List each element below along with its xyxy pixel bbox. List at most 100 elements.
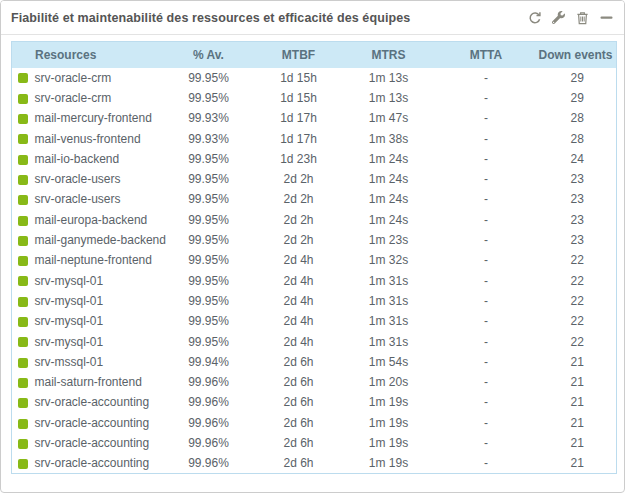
resource-name[interactable]: mail-europa-backend [34,210,164,230]
table-row[interactable]: srv-oracle-accounting99.96%2d 6h1m 19s-2… [12,433,617,453]
status-ok-icon [18,459,28,469]
table-row[interactable]: mail-ganymede-backend99.95%2d 2h1m 23s-2… [12,230,617,250]
resource-name[interactable]: srv-mysql-01 [34,311,164,331]
availability-value: 99.95% [164,68,254,88]
status-cell [12,392,34,412]
mtbf-value: 2d 6h [254,372,344,392]
resource-name[interactable]: mail-saturn-frontend [34,372,164,392]
mtbf-value: 1d 15h [254,68,344,88]
column-header-down-events[interactable]: Down events [539,42,617,68]
table-row[interactable]: srv-oracle-accounting99.96%2d 6h1m 19s-2… [12,453,617,473]
resource-name[interactable]: srv-oracle-crm [34,88,164,108]
table-row[interactable]: mail-saturn-frontend99.96%2d 6h1m 20s-21 [12,372,617,392]
mtta-value: - [434,392,539,412]
table-row[interactable]: mail-venus-frontend99.93%1d 17h1m 38s-28 [12,128,617,148]
column-header-mtbf[interactable]: MTBF [254,42,344,68]
table-row[interactable]: srv-oracle-crm99.95%1d 15h1m 13s-29 [12,68,617,88]
status-ok-icon [18,439,28,449]
mtbf-value: 2d 6h [254,352,344,372]
status-ok-icon [18,155,28,165]
down-events-value: 23 [539,189,617,209]
availability-value: 99.95% [164,88,254,108]
status-cell [12,250,34,270]
mtbf-value: 2d 4h [254,250,344,270]
table-row[interactable]: srv-mysql-0199.95%2d 4h1m 31s-22 [12,311,617,331]
table-row[interactable]: srv-mysql-0199.95%2d 4h1m 31s-22 [12,331,617,351]
down-events-value: 29 [539,88,617,108]
table-row[interactable]: mail-io-backend99.95%1d 23h1m 24s-24 [12,149,617,169]
resource-name[interactable]: srv-oracle-accounting [34,433,164,453]
table-row[interactable]: mail-mercury-frontend99.93%1d 17h1m 47s-… [12,108,617,128]
mtrs-value: 1m 31s [344,291,434,311]
resource-name[interactable]: srv-oracle-accounting [34,453,164,473]
availability-value: 99.93% [164,108,254,128]
mtta-value: - [434,250,539,270]
mtta-value: - [434,210,539,230]
resource-name[interactable]: srv-oracle-users [34,169,164,189]
table-row[interactable]: srv-mssql-0199.94%2d 6h1m 54s-21 [12,352,617,372]
resource-name[interactable]: srv-mysql-01 [34,270,164,290]
down-events-value: 22 [539,250,617,270]
table-row[interactable]: srv-oracle-crm99.95%1d 15h1m 13s-29 [12,88,617,108]
wrench-icon[interactable] [551,10,566,25]
mtbf-value: 2d 4h [254,331,344,351]
resource-name[interactable]: srv-oracle-users [34,189,164,209]
resource-name[interactable]: mail-venus-frontend [34,128,164,148]
availability-value: 99.96% [164,413,254,433]
down-events-value: 24 [539,149,617,169]
table-row[interactable]: srv-oracle-users99.95%2d 2h1m 24s-23 [12,189,617,209]
mtbf-value: 2d 4h [254,270,344,290]
trash-icon[interactable] [575,10,590,25]
down-events-value: 21 [539,433,617,453]
resource-name[interactable]: srv-mysql-01 [34,291,164,311]
resource-name[interactable]: srv-oracle-accounting [34,413,164,433]
down-events-value: 22 [539,311,617,331]
status-ok-icon [18,317,28,327]
resource-name[interactable]: srv-oracle-accounting [34,392,164,412]
mtrs-value: 1m 13s [344,68,434,88]
table-row[interactable]: srv-oracle-accounting99.96%2d 6h1m 19s-2… [12,413,617,433]
availability-value: 99.96% [164,372,254,392]
table-row[interactable]: mail-europa-backend99.95%2d 2h1m 24s-23 [12,210,617,230]
down-events-value: 23 [539,230,617,250]
availability-value: 99.96% [164,392,254,412]
mtta-value: - [434,230,539,250]
status-ok-icon [18,195,28,205]
resource-name[interactable]: mail-ganymede-backend [34,230,164,250]
down-events-value: 23 [539,210,617,230]
resource-name[interactable]: mail-mercury-frontend [34,108,164,128]
table-body: srv-oracle-crm99.95%1d 15h1m 13s-29srv-o… [12,68,617,474]
column-header-availability[interactable]: % Av. [164,42,254,68]
table-row[interactable]: srv-mysql-0199.95%2d 4h1m 31s-22 [12,291,617,311]
table-row[interactable]: srv-oracle-users99.95%2d 2h1m 24s-23 [12,169,617,189]
widget-header: Fiabilité et maintenabilité des ressourc… [1,1,624,35]
mtbf-value: 2d 2h [254,189,344,209]
mtbf-value: 2d 6h [254,433,344,453]
status-cell [12,210,34,230]
table-row[interactable]: srv-oracle-accounting99.96%2d 6h1m 19s-2… [12,392,617,412]
down-events-value: 28 [539,128,617,148]
availability-value: 99.95% [164,291,254,311]
status-cell [12,189,34,209]
status-ok-icon [18,297,28,307]
column-header-resources[interactable]: Resources [12,42,164,68]
refresh-icon[interactable] [527,10,542,25]
availability-value: 99.95% [164,230,254,250]
column-header-mtrs[interactable]: MTRS [344,42,434,68]
widget-toolbar [527,10,614,25]
resource-name[interactable]: mail-io-backend [34,149,164,169]
table-row[interactable]: mail-neptune-frontend99.95%2d 4h1m 32s-2… [12,250,617,270]
resource-name[interactable]: srv-mysql-01 [34,331,164,351]
mtbf-value: 2d 6h [254,392,344,412]
status-ok-icon [18,175,28,185]
resource-name[interactable]: srv-oracle-crm [34,68,164,88]
mtbf-value: 2d 4h [254,291,344,311]
resource-name[interactable]: srv-mssql-01 [34,352,164,372]
status-ok-icon [18,337,28,347]
mtta-value: - [434,189,539,209]
column-header-mtta[interactable]: MTTA [434,42,539,68]
table-row[interactable]: srv-mysql-0199.95%2d 4h1m 31s-22 [12,270,617,290]
mtbf-value: 2d 2h [254,210,344,230]
minus-icon[interactable] [599,10,614,25]
resource-name[interactable]: mail-neptune-frontend [34,250,164,270]
